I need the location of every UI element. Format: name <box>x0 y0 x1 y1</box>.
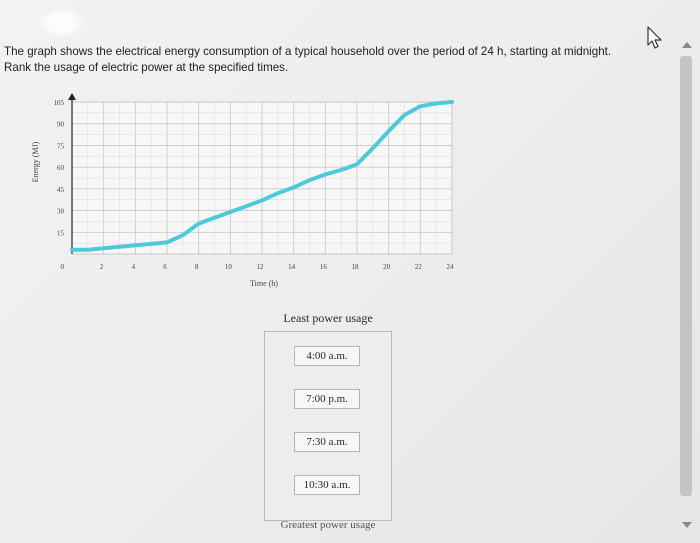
chart-grid <box>71 101 453 255</box>
x-tick-label: 12 <box>257 263 265 271</box>
mouse-pointer-icon <box>647 26 662 49</box>
y-axis-arrow-icon <box>68 93 76 100</box>
x-tick-label: 16 <box>320 263 328 271</box>
question-text: The graph shows the electrical energy co… <box>4 44 664 76</box>
chart-axes <box>68 93 76 254</box>
y-tick-label: 90 <box>57 121 65 129</box>
vertical-scrollbar[interactable] <box>678 40 696 530</box>
x-tick-label: 2 <box>100 263 104 271</box>
x-axis-label: Time (h) <box>250 279 278 288</box>
scroll-up-arrow-icon[interactable] <box>682 42 692 48</box>
y-tick-label: 60 <box>57 164 65 172</box>
x-tick-label: 6 <box>163 263 167 271</box>
y-tick-label: 15 <box>57 229 65 237</box>
rank-item-730am[interactable]: 7:30 a.m. <box>294 432 360 452</box>
question-line-2: Rank the usage of electric power at the … <box>4 61 289 74</box>
origin-label: 0 <box>61 263 65 271</box>
x-tick-label: 22 <box>415 263 423 271</box>
x-tick-label: 18 <box>352 263 360 271</box>
series-line-energy <box>70 100 454 252</box>
y-axis-label: Energy (MJ) <box>31 141 40 182</box>
x-tick-label: 14 <box>288 263 296 271</box>
y-tick-label: 45 <box>57 186 65 194</box>
rank-item-4am[interactable]: 4:00 a.m. <box>294 346 360 366</box>
rank-item-1030am[interactable]: 10:30 a.m. <box>294 475 360 495</box>
x-tick-label: 24 <box>447 263 455 271</box>
x-tick-labels: 2 4 6 8 10 12 14 16 18 20 22 24 <box>100 263 454 271</box>
y-tick-labels: 15 30 45 60 75 90 105 0 <box>54 99 65 271</box>
y-tick-label: 105 <box>54 99 65 107</box>
x-tick-label: 8 <box>195 263 199 271</box>
y-tick-label: 75 <box>57 142 65 150</box>
y-tick-label: 30 <box>57 208 65 216</box>
question-line-1: The graph shows the electrical energy co… <box>4 45 612 58</box>
rank-item-7pm[interactable]: 7:00 p.m. <box>294 389 360 409</box>
least-power-label: Least power usage <box>283 311 373 325</box>
screen-glare <box>38 8 84 38</box>
x-tick-label: 20 <box>383 263 391 271</box>
scroll-thumb[interactable] <box>680 56 692 496</box>
x-tick-label: 4 <box>132 263 136 271</box>
x-tick-label: 10 <box>225 263 233 271</box>
greatest-power-label: Greatest power usage <box>280 519 376 531</box>
scroll-down-arrow-icon[interactable] <box>682 522 692 528</box>
